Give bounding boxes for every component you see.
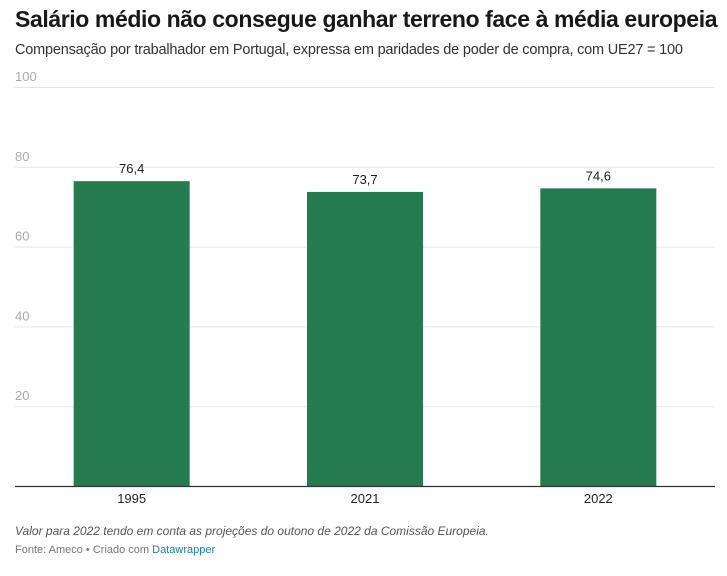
- bar: [540, 188, 657, 486]
- y-tick-label: 100: [15, 69, 37, 84]
- y-tick-label: 60: [15, 229, 29, 244]
- source-text: Fonte: Ameco • Criado com: [15, 544, 153, 556]
- source-line: Fonte: Ameco • Criado com Datawrapper: [15, 544, 215, 556]
- bar: [73, 181, 190, 486]
- value-label: 74,6: [586, 168, 611, 183]
- x-tick-label: 1995: [117, 491, 146, 506]
- x-axis: 1995 2021 2022: [15, 485, 715, 506]
- y-tick-label: 80: [15, 149, 29, 164]
- x-tick-label: 2022: [584, 491, 613, 506]
- value-label: 73,7: [352, 172, 377, 187]
- chart-title: Salário médio não consegue ganhar terren…: [15, 6, 718, 32]
- value-label: 76,4: [119, 161, 144, 176]
- chart-subtitle: Compensação por trabalhador em Portugal,…: [15, 42, 683, 58]
- y-tick-label: 20: [15, 388, 29, 403]
- x-tick-label: 2021: [351, 491, 380, 506]
- bar: [307, 191, 423, 486]
- datawrapper-link[interactable]: Datawrapper: [152, 544, 216, 556]
- y-tick-label: 40: [15, 308, 29, 323]
- bars: [73, 181, 657, 486]
- value-labels: 76,4 73,7 74,6: [119, 161, 611, 187]
- bar-chart: 20 40 60 80 100 76,4 73,7 74,6 1995 2021 2022: [15, 69, 715, 506]
- chart-note: Valor para 2022 tendo em conta as projeç…: [15, 524, 489, 538]
